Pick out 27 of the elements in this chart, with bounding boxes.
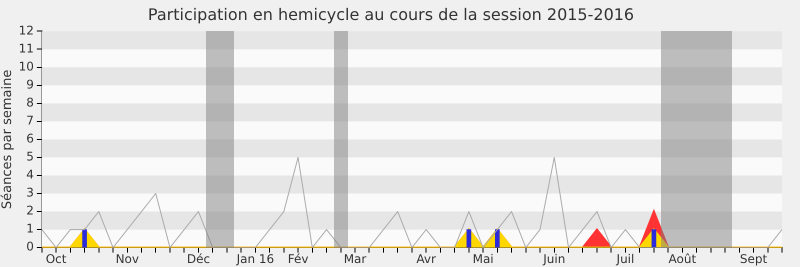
y-tick-label: 8 [26,95,34,110]
y-axis-title: Séances par semaine [0,70,16,210]
x-tick-label: Juil [616,252,634,266]
y-tick-label: 11 [18,41,34,56]
x-tick-label: Avr [416,252,436,266]
y-tick-label: 6 [26,132,34,146]
y-tick-label: 4 [26,168,34,182]
y-tick-label: 7 [26,113,34,128]
y-tick-label: 0 [26,240,34,254]
x-tick-label: Fév [288,252,308,266]
y-tick-label: 3 [26,186,34,200]
y-tick-label: 1 [26,222,34,236]
x-tick-label: Août [668,252,696,266]
y-tick-label: 12 [18,23,34,38]
y-tick-label: 2 [26,204,34,218]
x-tick-label: Mai [472,252,494,266]
x-tick-label: Sept [740,252,768,266]
x-tick-label: Mar [344,252,366,266]
x-tick-label: Déc [186,252,210,266]
x-tick-label: Jan 16 [236,252,274,266]
y-tick-label: 10 [18,59,34,74]
x-tick-label: Juin [542,252,566,266]
y-tick-label: 9 [26,77,34,92]
y-tick-label: 5 [26,150,34,164]
chart-title: Participation en hemicycle au cours de la session 2015-2016 [148,4,634,24]
x-tick-label: Nov [116,252,139,266]
x-tick-label: Oct [46,252,67,266]
